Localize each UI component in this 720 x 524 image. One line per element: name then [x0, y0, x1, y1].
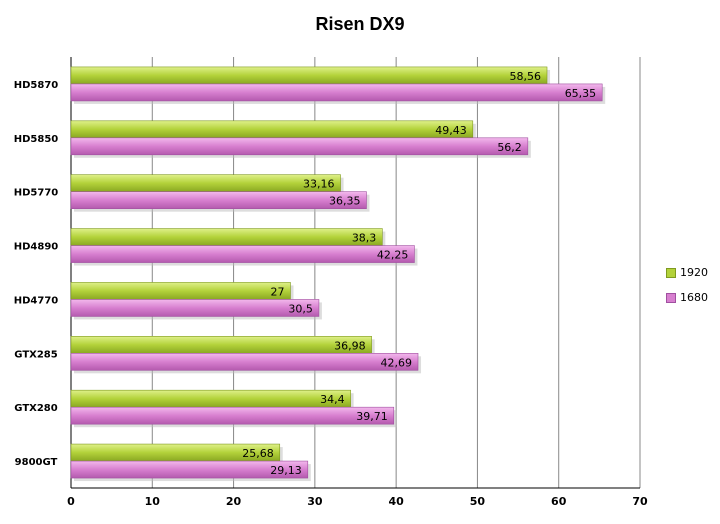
- bar-1680: [70, 245, 415, 263]
- x-tick-label: 60: [551, 495, 567, 508]
- bar-1680: [70, 137, 529, 156]
- data-label: 56,2: [497, 141, 522, 154]
- bar-1680: [70, 191, 367, 209]
- data-label: 30,5: [288, 302, 313, 315]
- data-label: 38,3: [352, 232, 377, 245]
- bar-1920: [70, 389, 351, 408]
- bar-1680: [70, 406, 395, 425]
- data-label: 25,68: [242, 447, 274, 460]
- bar-1680: [70, 83, 603, 102]
- legend-swatch-1680: [666, 292, 676, 303]
- data-label: 65,35: [565, 87, 597, 100]
- bar-1680: [70, 299, 320, 317]
- data-label: 29,13: [270, 464, 302, 477]
- bar-1920: [70, 228, 383, 246]
- x-tick-label: 50: [470, 495, 486, 508]
- category-label: HD5770: [14, 188, 59, 199]
- legend-label: 1920: [680, 266, 708, 279]
- category-label: 9800GT: [15, 457, 58, 468]
- category-label: GTX285: [14, 349, 57, 360]
- data-label: 58,56: [510, 70, 542, 83]
- legend-label: 1680: [680, 291, 708, 304]
- category-label: HD5870: [14, 80, 59, 91]
- data-label: 36,35: [329, 195, 361, 208]
- data-label: 49,43: [435, 124, 467, 137]
- category-label: HD4770: [14, 295, 59, 306]
- x-tick-label: 70: [632, 495, 648, 508]
- bar-1920: [70, 336, 372, 354]
- category-label: GTX280: [14, 403, 57, 414]
- legend-item-1920: 1920: [666, 266, 708, 279]
- bar-1920: [70, 282, 291, 300]
- data-label: 33,16: [303, 178, 335, 191]
- data-label: 39,71: [356, 410, 388, 423]
- data-label: 27: [270, 285, 284, 298]
- x-tick-label: 40: [388, 495, 404, 508]
- legend-swatch-1920: [666, 267, 676, 278]
- legend-item-1680: 1680: [666, 291, 708, 304]
- data-label: 36,98: [334, 339, 366, 352]
- data-label: 34,4: [320, 393, 345, 406]
- bar-1680: [70, 353, 419, 371]
- data-label: 42,69: [381, 356, 413, 369]
- x-tick-label: 30: [307, 495, 323, 508]
- bar-1920: [70, 174, 341, 192]
- category-label: HD4890: [14, 242, 59, 253]
- chart-title: Risen DX9: [315, 14, 405, 34]
- x-tick-label: 20: [226, 495, 242, 508]
- bar-1920: [70, 66, 548, 85]
- data-label: 42,25: [377, 249, 409, 262]
- bar-1680: [70, 460, 309, 479]
- category-label: HD5850: [14, 134, 59, 145]
- x-tick-label: 10: [145, 495, 161, 508]
- x-tick-label: 0: [67, 495, 75, 508]
- bar-1920: [70, 120, 474, 139]
